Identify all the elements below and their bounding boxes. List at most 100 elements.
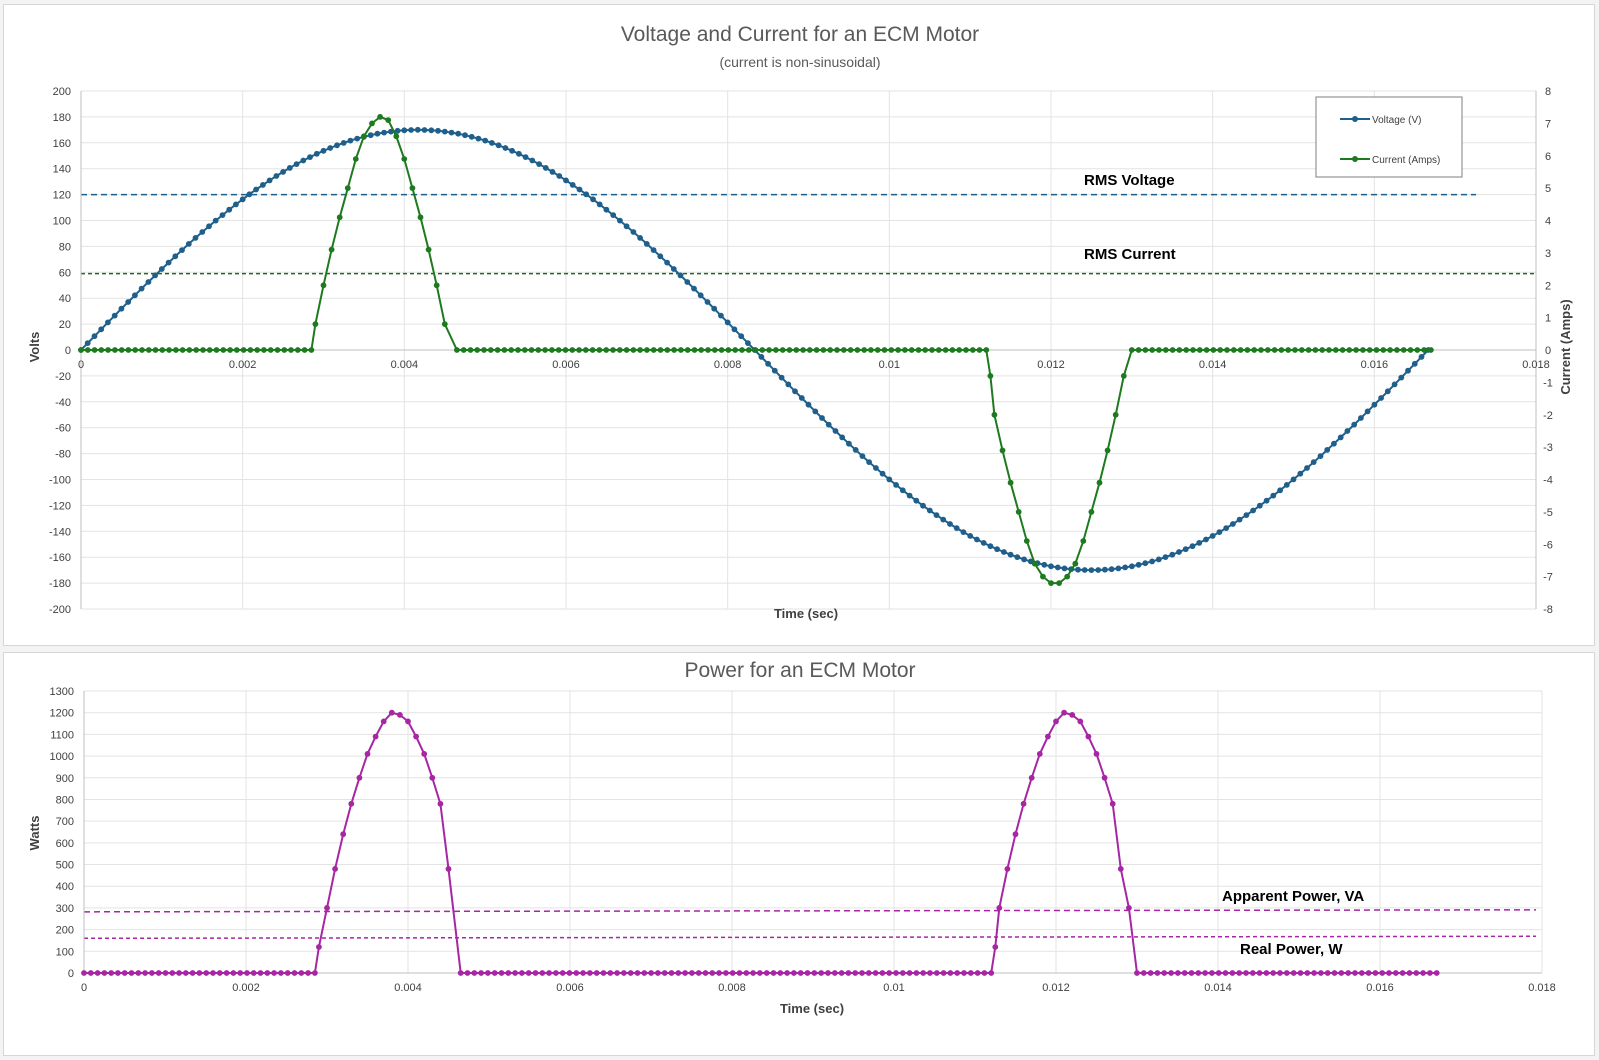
power-point	[1126, 905, 1132, 911]
voltage-point	[677, 272, 684, 279]
power-point	[1249, 970, 1256, 976]
x-tick-label: 0.01	[879, 359, 900, 371]
current-point	[1156, 347, 1162, 353]
power-x-tick-label: 0.008	[718, 982, 746, 994]
legend-voltage-label: Voltage (V)	[1372, 115, 1421, 126]
power-point	[498, 970, 505, 976]
voltage-point	[394, 127, 401, 134]
current-point	[691, 347, 698, 353]
current-point	[159, 347, 166, 353]
current-point	[261, 347, 267, 353]
current-point	[193, 347, 200, 353]
power-x-tick-label: 0.016	[1366, 982, 1394, 994]
voltage-point	[866, 459, 872, 465]
current-point	[854, 347, 861, 353]
current-point	[976, 347, 983, 353]
power-point	[546, 970, 552, 976]
power-point	[1147, 970, 1154, 976]
current-point	[711, 347, 718, 353]
power-point	[525, 970, 532, 976]
y2-tick-label: -3	[1543, 442, 1553, 454]
voltage-point	[408, 127, 414, 133]
power-point	[661, 970, 668, 976]
power-point	[244, 970, 250, 976]
power-point	[312, 970, 318, 976]
voltage-point	[711, 305, 718, 312]
voltage-point	[502, 145, 509, 151]
y-tick-label: 200	[53, 86, 71, 98]
voltage-point	[165, 259, 172, 266]
power-point	[305, 970, 311, 976]
current-point	[657, 347, 664, 353]
voltage-current-chart: Voltage and Current for an ECM Motor (cu…	[27, 23, 1573, 621]
current-point	[678, 347, 684, 353]
power-point	[539, 970, 546, 976]
voltage-point	[630, 229, 637, 235]
voltage-point	[421, 127, 428, 133]
power-point	[634, 970, 641, 976]
current-point	[385, 117, 392, 123]
voltage-point	[1048, 563, 1054, 570]
current-point	[650, 347, 657, 353]
rms-current-label: RMS Current	[1084, 246, 1176, 263]
current-point	[840, 347, 847, 353]
power-point	[397, 712, 403, 718]
power-point	[933, 970, 940, 976]
current-point	[1224, 347, 1230, 353]
voltage-point	[792, 388, 798, 395]
power-point	[1036, 751, 1043, 757]
current-point	[1015, 509, 1022, 515]
current-point	[1190, 347, 1196, 353]
power-point	[284, 970, 291, 976]
voltage-point	[381, 129, 387, 136]
current-point	[145, 347, 152, 353]
power-point	[457, 970, 464, 976]
voltage-point	[327, 145, 334, 151]
power-point	[621, 970, 627, 976]
voltage-point	[590, 196, 596, 203]
voltage-point	[374, 130, 381, 137]
current-point	[1072, 560, 1079, 567]
power-point	[135, 970, 142, 976]
voltage-point	[893, 482, 899, 488]
voltage-point	[1297, 470, 1304, 477]
power-point	[121, 970, 128, 976]
voltage-point	[199, 229, 206, 235]
power-point	[859, 970, 865, 976]
current-point	[460, 347, 467, 353]
current-point	[806, 347, 813, 353]
current-point	[1292, 347, 1298, 353]
voltage-point	[239, 196, 246, 203]
power-y-tick-label: 1100	[50, 729, 74, 741]
current-point	[528, 347, 535, 353]
x-tick-label: 0.008	[714, 359, 742, 371]
y-axis-label: Volts	[27, 332, 42, 363]
current-point	[915, 347, 922, 353]
current-point	[1298, 347, 1305, 353]
voltage-point	[185, 241, 192, 247]
voltage-point	[462, 132, 468, 139]
voltage-point	[556, 173, 563, 179]
current-point	[644, 347, 650, 353]
voltage-point	[637, 235, 643, 241]
current-point	[1176, 347, 1183, 353]
voltage-point	[1331, 440, 1337, 447]
voltage-point	[313, 150, 320, 157]
voltage-point	[1054, 564, 1061, 571]
current-point	[361, 133, 367, 140]
current-point	[542, 347, 548, 353]
voltage-point	[994, 546, 1000, 553]
voltage-point	[906, 492, 913, 499]
current-point	[247, 347, 254, 353]
current-point	[942, 347, 949, 353]
y-tick-label: -160	[49, 552, 71, 564]
power-point	[1365, 970, 1372, 976]
power-point	[176, 970, 183, 976]
current-point	[1353, 347, 1359, 353]
y2-tick-label: -5	[1543, 507, 1553, 519]
voltage-point	[1014, 554, 1021, 560]
voltage-point	[913, 497, 920, 504]
power-point	[784, 970, 790, 976]
power-point	[818, 970, 825, 976]
y-tick-label: 160	[53, 138, 71, 150]
